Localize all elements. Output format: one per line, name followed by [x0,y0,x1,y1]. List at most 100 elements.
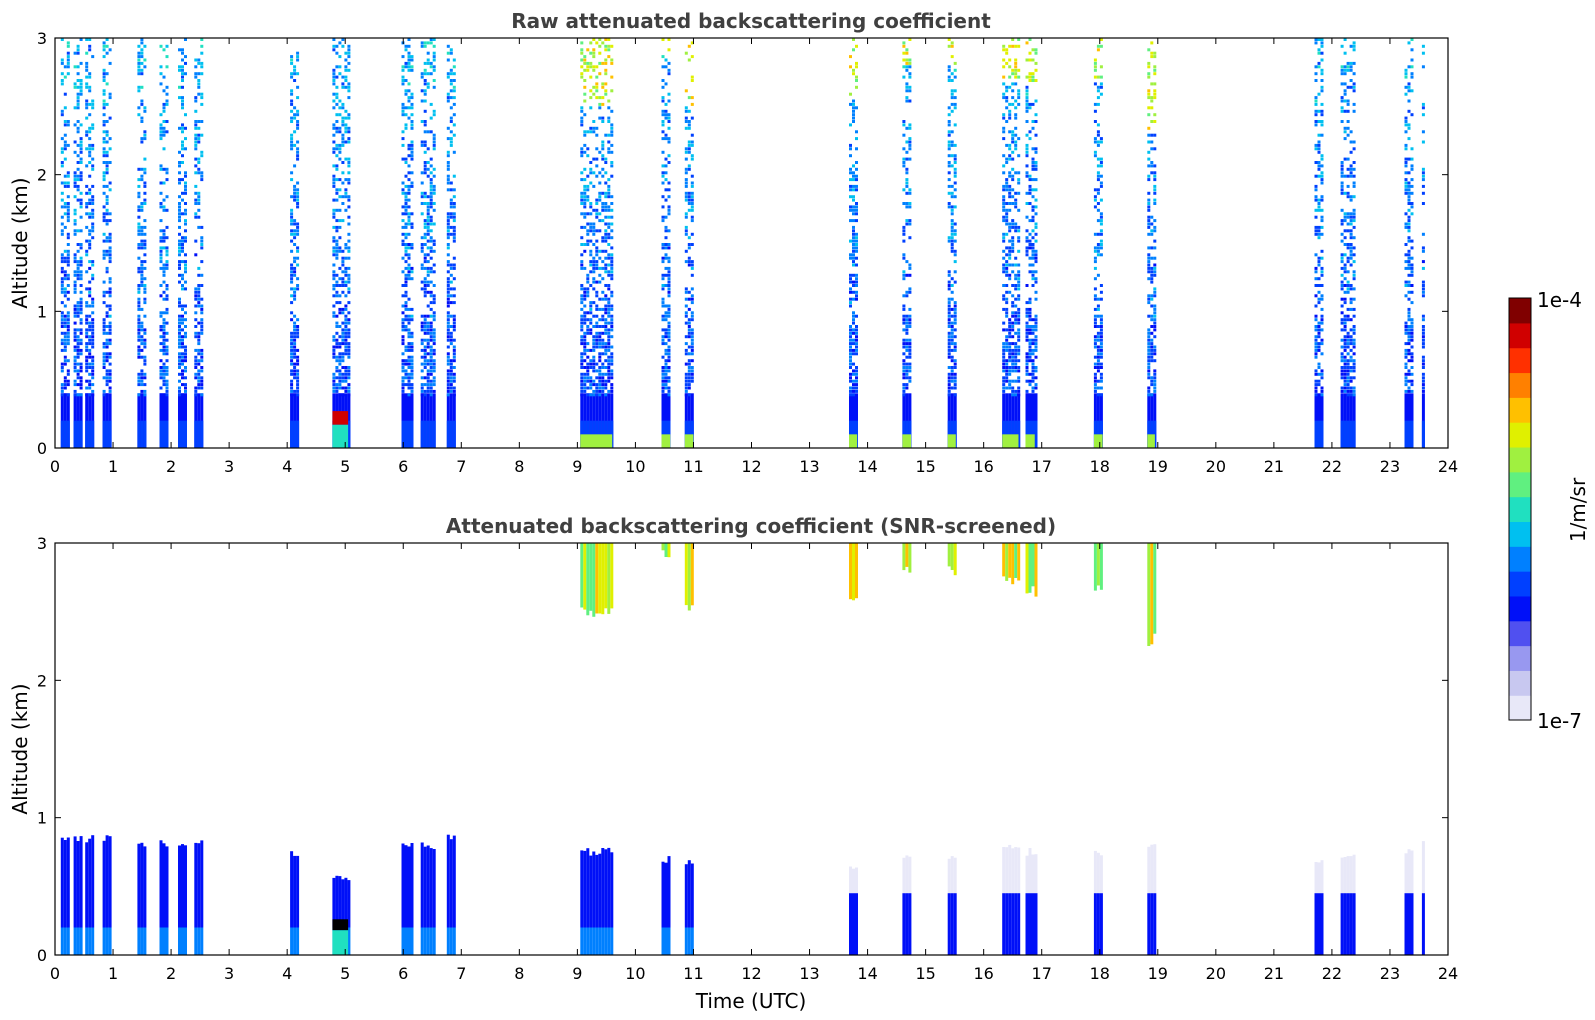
profile-column [137,38,147,448]
x-tick-label: 13 [799,457,819,476]
colorbar-step [1509,695,1531,721]
profile-column [1147,41,1157,448]
x-tick-label: 4 [282,964,292,983]
x-tick-label: 24 [1438,964,1458,983]
x-tick-label: 13 [799,964,819,983]
bottom-ylabel: Altitude (km) [8,683,32,814]
colorbar-step [1509,521,1531,547]
profile-column [1147,543,1157,955]
profile-column [446,44,456,448]
x-tick-label: 15 [915,964,935,983]
bottom-xlabel: Time (UTC) [695,989,807,1013]
x-tick-label: 14 [857,964,877,983]
y-tick-label: 1 [37,302,47,321]
x-tick-label: 21 [1264,964,1284,983]
y-tick-label: 2 [37,166,47,185]
x-tick-label: 19 [1148,457,1168,476]
profile-column [194,840,204,955]
profile-column [159,840,169,955]
colorbar-frame [1508,297,1532,721]
colorbar-step [1509,298,1531,324]
x-tick-label: 16 [973,964,993,983]
colorbar-step [1509,347,1531,374]
profile-column [1025,543,1038,955]
x-tick-label: 24 [1438,457,1458,476]
colorbar-min-label: 1e-7 [1537,709,1582,733]
profile-column [1093,38,1103,448]
x-tick-label: 22 [1322,457,1342,476]
x-tick-label: 4 [282,457,292,476]
colorbar: 1e-4 1e-7 1/m/sr [1508,288,1590,733]
x-tick-label: 8 [514,457,524,476]
profile-column [332,875,351,955]
profile-column [684,41,694,448]
top-panel: Raw attenuated backscattering coefficien… [8,9,1458,476]
x-tick-label: 9 [572,457,582,476]
profile-column [73,836,83,955]
x-tick-label: 6 [398,964,408,983]
profile-column [1093,543,1103,955]
colorbar-step [1509,670,1531,696]
bottom-panel-title: Attenuated backscattering coefficient (S… [446,514,1056,538]
colorbar-step [1509,372,1531,398]
profile-column [60,837,70,955]
bottom-panel-data [60,543,1425,955]
y-tick-label: 3 [37,534,47,553]
x-tick-label: 14 [857,457,877,476]
x-tick-label: 17 [1032,964,1052,983]
profile-column [1404,849,1414,955]
x-tick-label: 2 [166,964,176,983]
colorbar-step [1509,422,1531,448]
bottom-panel-frame [54,542,1449,956]
x-tick-label: 3 [224,964,234,983]
y-tick-label: 0 [37,946,47,965]
x-tick-label: 7 [456,964,466,983]
x-tick-label: 11 [683,964,703,983]
profile-column [332,38,351,448]
x-tick-label: 18 [1090,964,1110,983]
profile-column [947,543,957,955]
profile-column [661,38,671,448]
x-tick-label: 7 [456,457,466,476]
profile-column [1314,860,1324,955]
x-tick-label: 10 [625,457,645,476]
profile-column [446,834,456,955]
profile-column [1404,38,1414,448]
colorbar-step [1509,571,1531,597]
x-tick-label: 18 [1090,457,1110,476]
profile-column [159,44,169,448]
profile-column [849,38,858,448]
profile-column [401,38,414,448]
profile-column [137,842,147,955]
x-tick-label: 20 [1206,457,1226,476]
profile-column [947,38,957,448]
x-tick-label: 5 [340,964,350,983]
x-tick-label: 16 [973,457,993,476]
x-tick-label: 1 [108,457,118,476]
profile-column [902,38,912,448]
profile-column [401,843,414,955]
profile-column [420,842,436,955]
profile-column [1340,38,1356,448]
colorbar-unit-label: 1/m/sr [1566,477,1590,542]
x-tick-label: 11 [683,457,703,476]
colorbar-step [1509,496,1531,523]
profile-column [85,38,95,448]
colorbar-max-label: 1e-4 [1537,288,1582,312]
colorbar-step [1509,620,1531,647]
x-tick-label: 12 [741,964,761,983]
profile-column [580,38,614,448]
profile-column [102,835,112,955]
x-tick-label: 23 [1380,457,1400,476]
colorbar-step [1509,446,1531,473]
bottom-panel-axes: 0 1 2 3 4 5 6 7 8 9 10 11 12 13 14 15 16 17 18 19 20 21 22 23 24… [37,534,1458,983]
x-tick-label: 0 [50,964,60,983]
x-tick-label: 10 [625,964,645,983]
top-panel-data [60,38,1425,448]
x-tick-label: 5 [340,457,350,476]
x-tick-label: 20 [1206,964,1226,983]
y-tick-label: 3 [37,29,47,48]
colorbar-gradient [1509,298,1531,721]
y-tick-label: 0 [37,439,47,458]
